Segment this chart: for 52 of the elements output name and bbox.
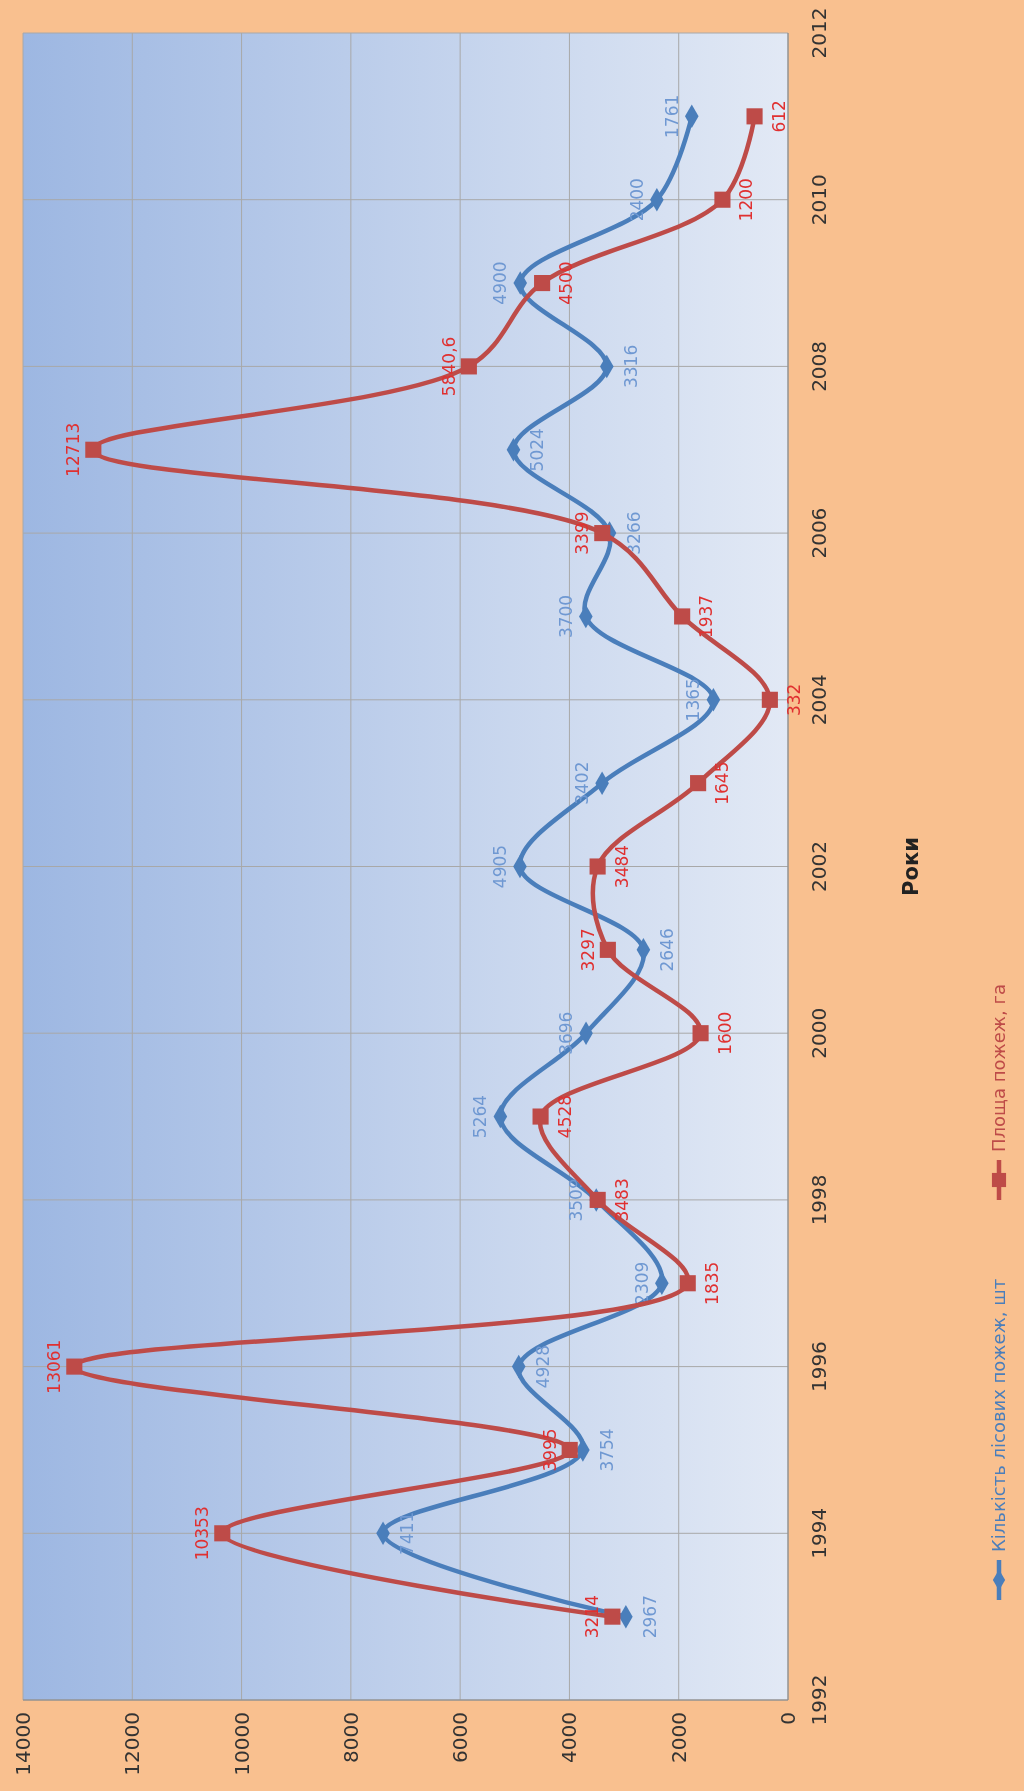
x-tick-label: 6000 <box>448 1712 473 1763</box>
y-tick-label: 1992 <box>807 1674 831 1726</box>
text: Кількість лісових пожеж, шт <box>988 1278 1009 1552</box>
text: Площа пожеж, га <box>988 984 1009 1152</box>
x-tick-label: 12000 <box>120 1712 145 1776</box>
y-tick-label: 2004 <box>807 674 831 726</box>
data-label: 612 <box>768 100 789 133</box>
x-tick-label: 14000 <box>11 1712 35 1776</box>
data-label: 7411 <box>397 1511 418 1555</box>
x-tick-label: 10000 <box>229 1712 254 1776</box>
data-label: 3700 <box>555 594 576 639</box>
data-label: 3297 <box>577 928 598 972</box>
data-label: 12713 <box>63 422 84 477</box>
data-label: 1645 <box>712 761 733 805</box>
data-label: 1937 <box>696 594 717 639</box>
y-tick-label: 2012 <box>807 7 831 59</box>
data-label: 5264 <box>470 1094 491 1139</box>
data-label: 1365 <box>683 678 704 722</box>
y-axis-title: Роки <box>899 837 923 896</box>
data-label: 13061 <box>44 1339 65 1394</box>
data-label: 4928 <box>532 1344 553 1389</box>
y-tick-label: 2010 <box>807 174 831 226</box>
y-tick-label: 2000 <box>807 1007 831 1059</box>
data-label: 3754 <box>596 1428 617 1472</box>
data-label: 4905 <box>489 844 510 889</box>
y-tick-label: 2002 <box>807 841 831 892</box>
data-label: 5024 <box>527 428 548 472</box>
data-label: 1761 <box>661 94 682 138</box>
x-tick-label: 4000 <box>557 1712 582 1763</box>
x-tick-label: 8000 <box>338 1712 363 1763</box>
data-label: 4900 <box>490 261 511 305</box>
data-label: 5840,6 <box>438 336 459 397</box>
x-tick-label: 0 <box>776 1712 800 1725</box>
data-label: 3266 <box>623 511 644 555</box>
data-label: 332 <box>783 683 804 717</box>
y-tick-label: 1994 <box>807 1507 831 1559</box>
data-label: 10353 <box>192 1506 213 1561</box>
x-tick-label: 2000 <box>666 1712 691 1763</box>
data-label: 3484 <box>611 844 632 889</box>
data-label: 2967 <box>639 1595 660 1639</box>
data-label: 1835 <box>701 1261 722 1305</box>
data-label: 1600 <box>714 1011 735 1055</box>
y-tick-label: 1998 <box>807 1174 831 1226</box>
y-tick-label: 1996 <box>807 1341 831 1393</box>
data-label: 3483 <box>611 1178 632 1222</box>
data-label: 2646 <box>657 928 678 972</box>
y-tick-label: 2008 <box>807 340 831 392</box>
data-label: 3696 <box>556 1011 577 1055</box>
data-label: 3316 <box>620 344 641 389</box>
data-label: 1200 <box>736 178 757 222</box>
y-tick-label: 2006 <box>807 507 831 559</box>
data-label: 4528 <box>554 1094 575 1139</box>
